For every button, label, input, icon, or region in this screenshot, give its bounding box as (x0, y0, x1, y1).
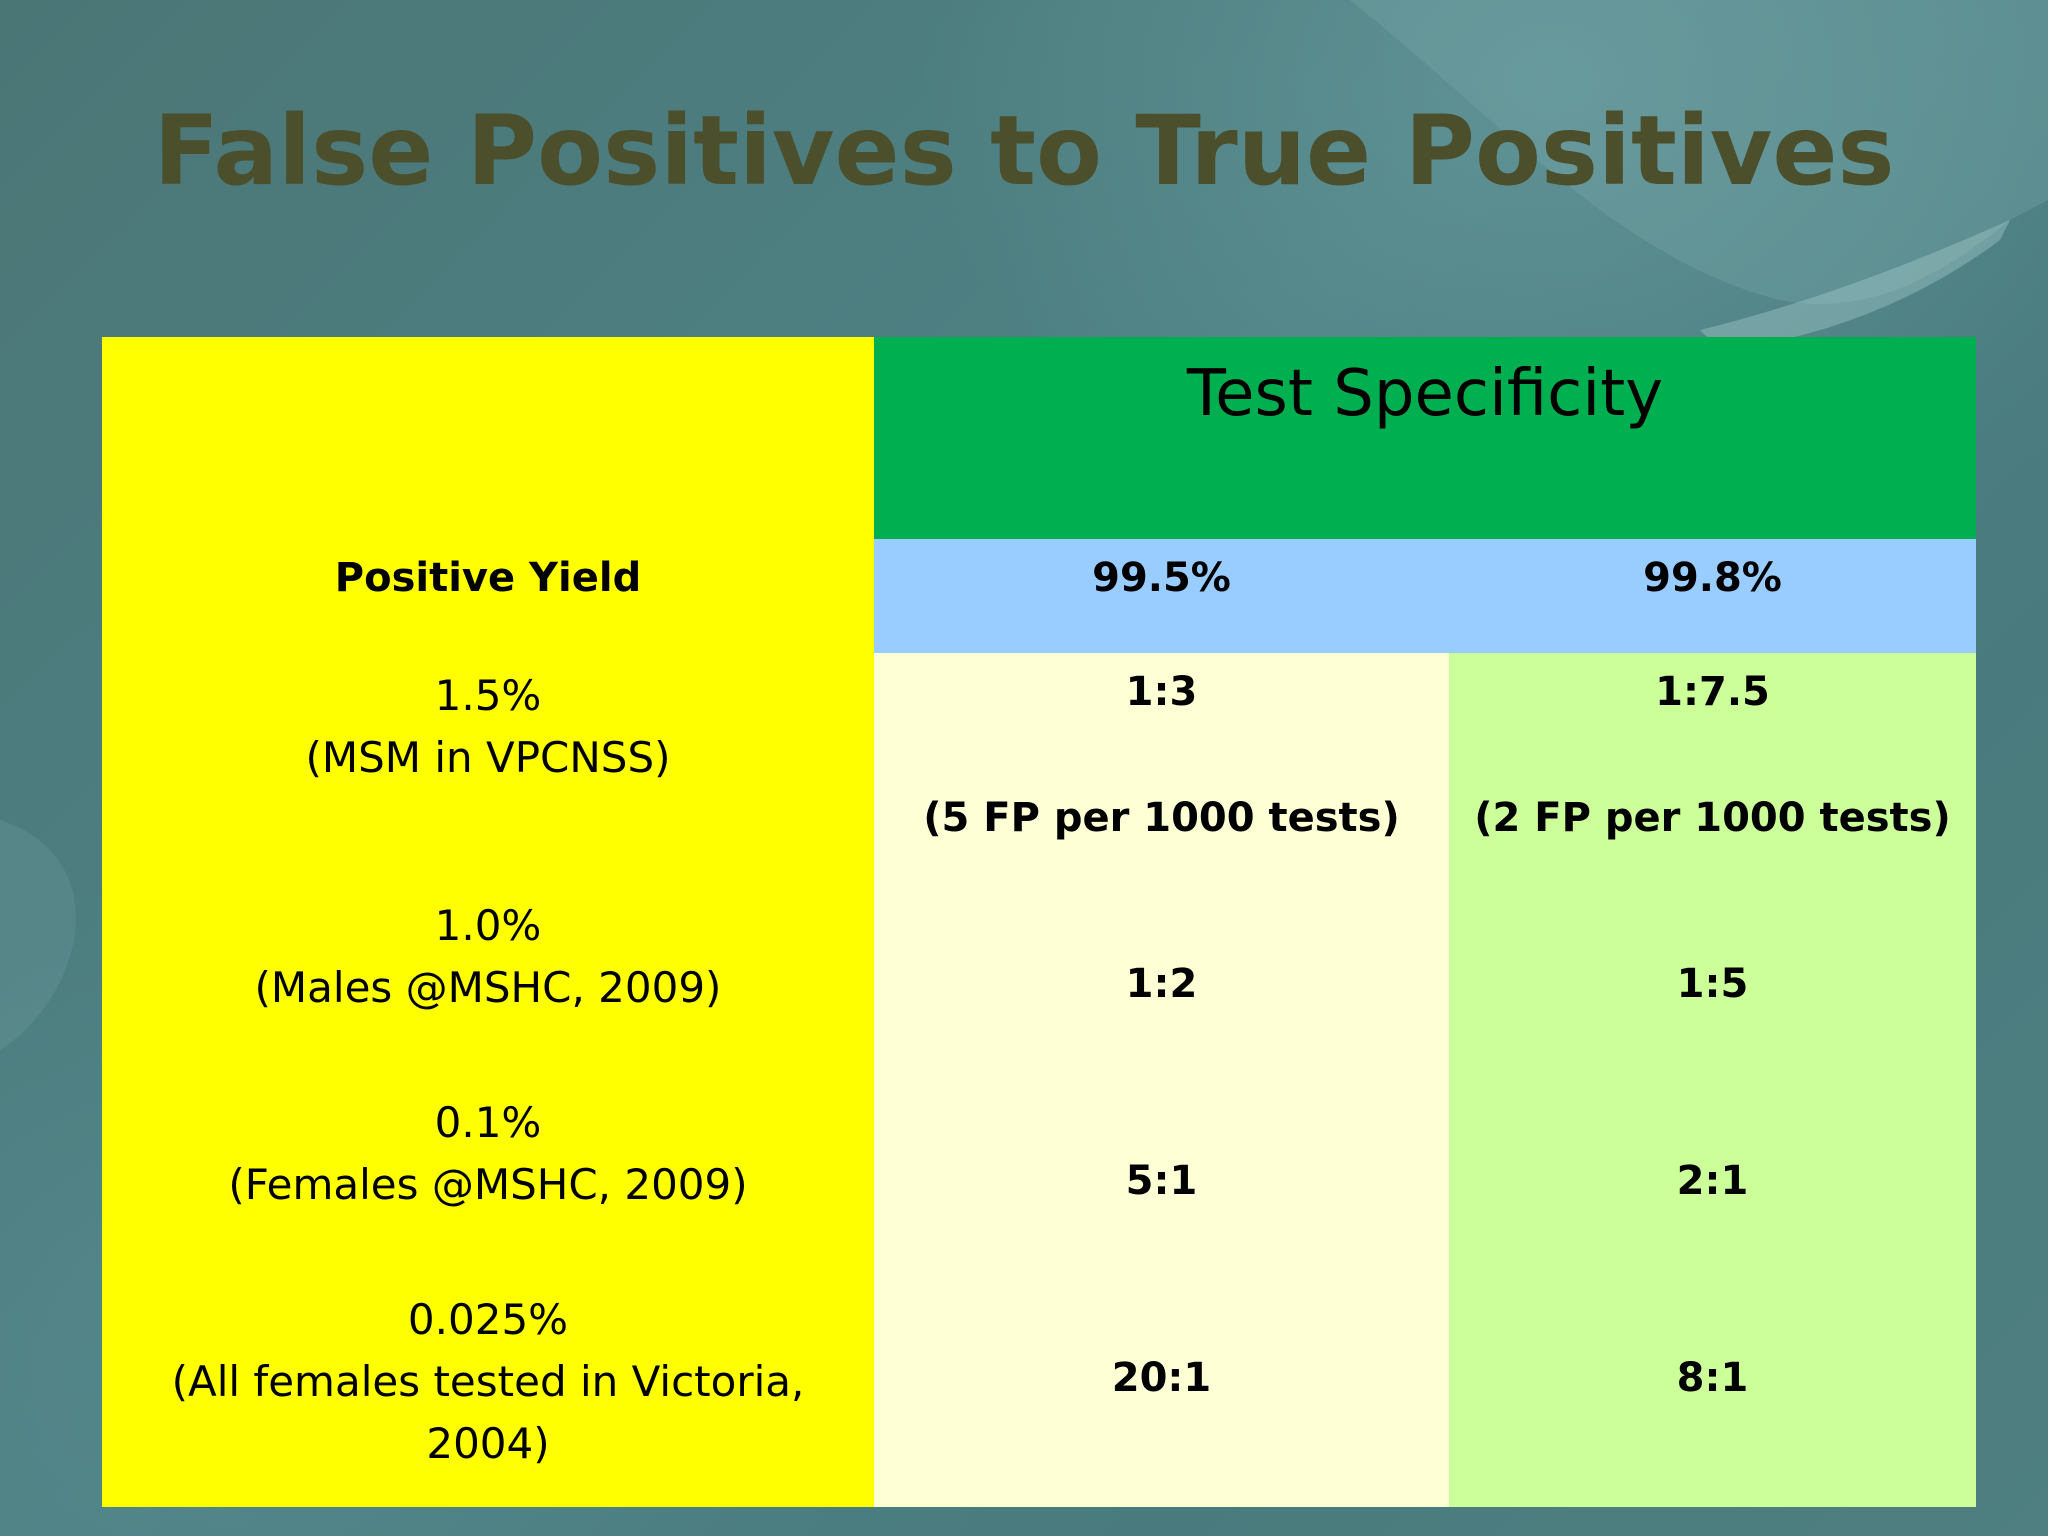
ratio-cell: 5:1 (1125, 1158, 1198, 1204)
ratio-cell: 1:5 (1676, 961, 1749, 1007)
ratio-cell: 1:7.5 (1655, 669, 1770, 715)
false-positive-table: Test Specificity Positive Yield 99.5% 99… (102, 337, 1976, 1507)
ratio-cell: 20:1 (1111, 1355, 1212, 1401)
yield-population: (Females @MSHC, 2009) (228, 1160, 748, 1209)
yield-value: 1.5% (434, 671, 542, 720)
specificity-995-column (874, 653, 1449, 1507)
specificity-values-row (874, 539, 1976, 653)
test-specificity-heading: Test Specificity (1186, 357, 1664, 431)
yield-value: 0.1% (434, 1098, 542, 1147)
positive-yield-heading: Positive Yield (334, 555, 642, 601)
ratio-cell: 1:2 (1125, 961, 1198, 1007)
table-row-yield: 0.1% (Females @MSHC, 2009) (102, 1092, 874, 1216)
yield-population: (All females tested in Victoria, (171, 1357, 805, 1406)
slide-title: False Positives to True Positives (153, 95, 1895, 207)
ratio-cell: 1:3 (1125, 669, 1198, 715)
table-row-yield: 1.5% (MSM in VPCNSS) (102, 665, 874, 789)
fp-note: (5 FP per 1000 tests) (923, 795, 1400, 841)
yield-population: (MSM in VPCNSS) (305, 733, 671, 782)
specificity-995-heading: 99.5% (1092, 555, 1231, 601)
yield-population: (Males @MSHC, 2009) (254, 963, 722, 1012)
ratio-cell: 8:1 (1676, 1355, 1749, 1401)
yield-population-cont: 2004) (426, 1419, 550, 1468)
table-row-yield: 1.0% (Males @MSHC, 2009) (102, 895, 874, 1019)
ratio-cell: 2:1 (1676, 1158, 1749, 1204)
test-specificity-header-cell (874, 337, 1976, 539)
specificity-998-column (1449, 653, 1976, 1507)
yield-value: 1.0% (434, 901, 542, 950)
positive-yield-column (102, 337, 874, 1507)
fp-note: (2 FP per 1000 tests) (1474, 795, 1951, 841)
table-row-yield: 0.025% (All females tested in Victoria, … (102, 1289, 874, 1475)
yield-value: 0.025% (407, 1295, 569, 1344)
specificity-998-heading: 99.8% (1643, 555, 1782, 601)
